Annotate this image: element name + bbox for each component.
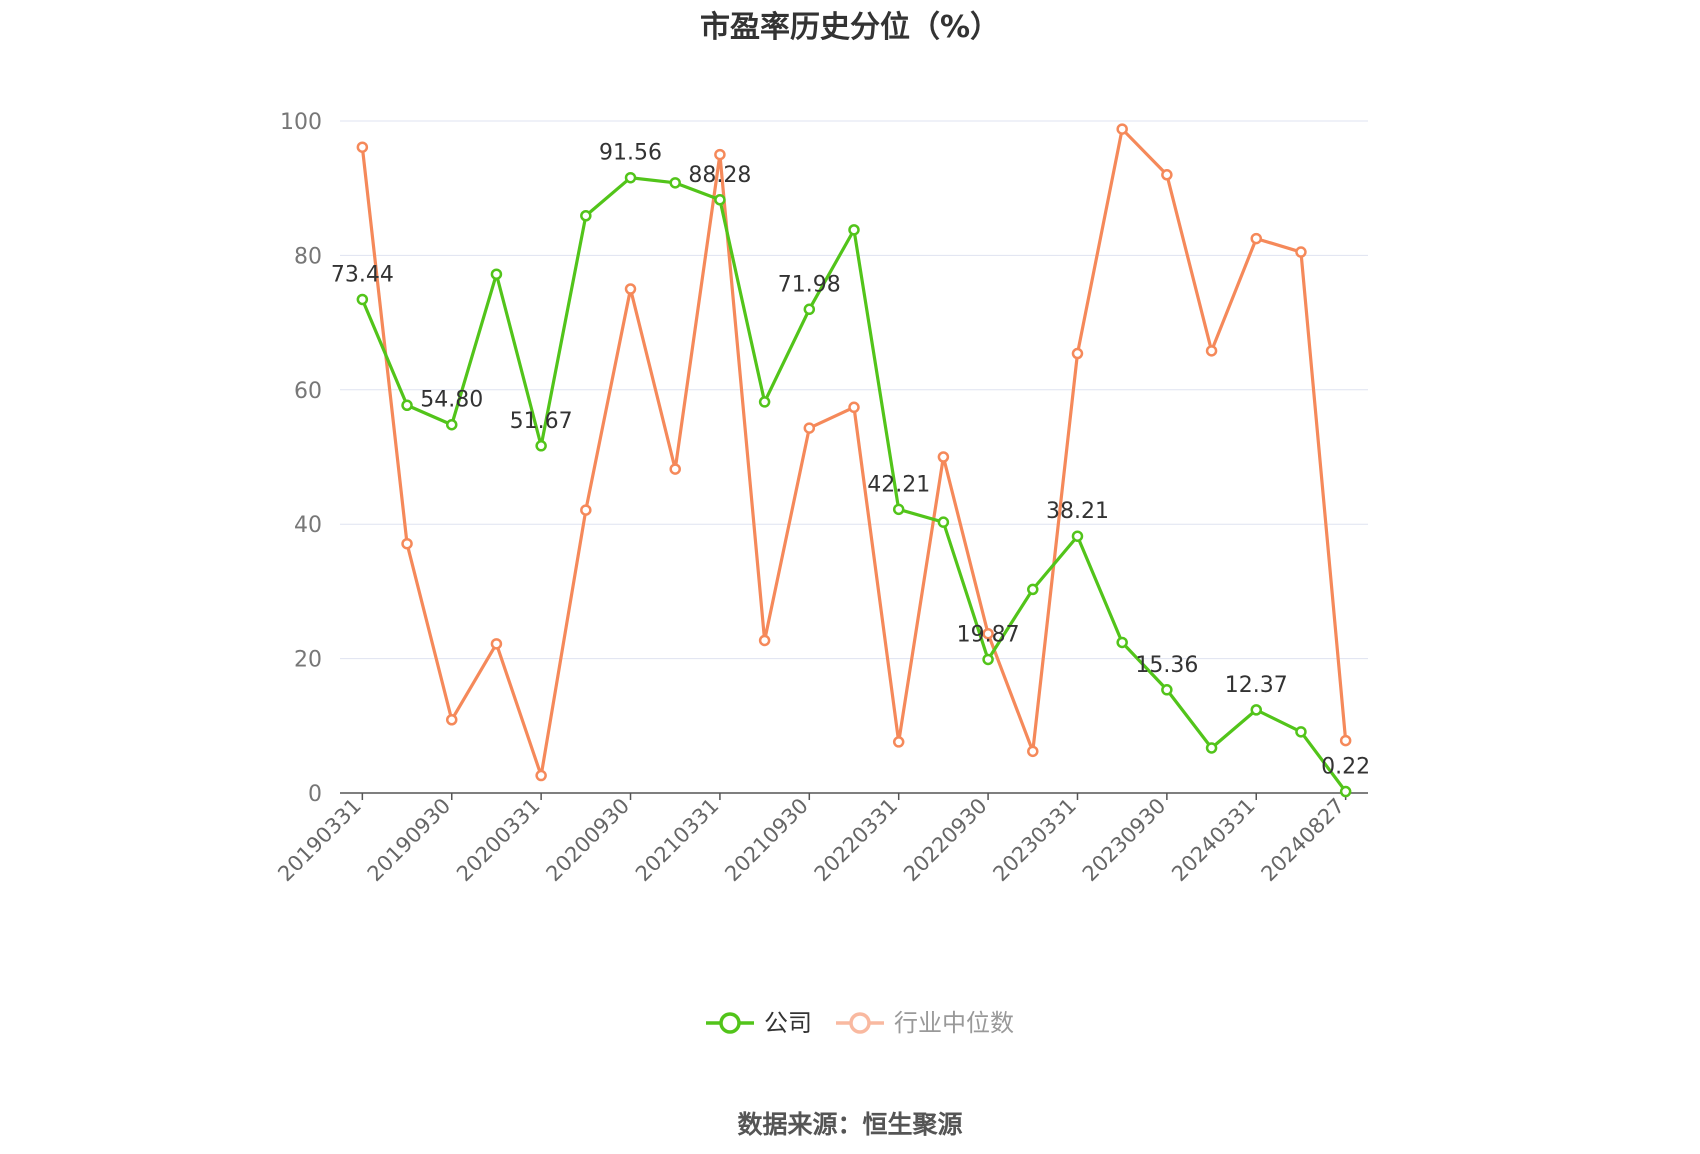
data-point bbox=[1250, 704, 1263, 716]
data-point bbox=[1116, 636, 1128, 649]
data-point bbox=[982, 653, 994, 666]
series-line-company bbox=[360, 176, 1347, 793]
data-point bbox=[535, 769, 547, 782]
x-tick-label: 20210331 bbox=[631, 794, 724, 887]
data-label: 71.98 bbox=[778, 272, 841, 297]
data-point bbox=[1205, 742, 1218, 754]
data-point bbox=[937, 451, 950, 463]
data-point bbox=[1027, 583, 1039, 596]
data-point bbox=[892, 503, 905, 516]
x-tick-label: 20200331 bbox=[452, 794, 545, 887]
data-point bbox=[803, 303, 816, 316]
y-tick-label: 80 bbox=[294, 244, 322, 269]
data-point bbox=[1339, 785, 1352, 798]
data-point bbox=[1027, 745, 1039, 758]
legend-label: 公司 bbox=[764, 1009, 812, 1037]
data-label: 88.28 bbox=[688, 163, 751, 188]
y-tick-label: 0 bbox=[308, 782, 322, 807]
x-tick-label: 20230331 bbox=[988, 794, 1081, 887]
x-tick-label: 20220331 bbox=[810, 794, 903, 887]
y-tick-label: 60 bbox=[294, 379, 322, 404]
grid-lines bbox=[340, 120, 1368, 660]
series-lines bbox=[356, 123, 1352, 798]
data-point bbox=[401, 537, 413, 550]
data-point bbox=[892, 736, 905, 748]
data-labels: 73.44 54.80 51.67 91.56 88.28 71.98 42.21 19.87… bbox=[331, 141, 1370, 780]
data-point bbox=[356, 293, 369, 306]
data-point bbox=[580, 504, 592, 516]
data-point bbox=[758, 396, 771, 408]
data-label: 73.44 bbox=[331, 262, 394, 287]
legend-label: 行业中位数 bbox=[894, 1009, 1014, 1037]
data-label: 15.36 bbox=[1135, 653, 1198, 678]
legend: 公司 行业中位数 bbox=[706, 1009, 1014, 1037]
data-point bbox=[535, 440, 547, 452]
data-label: 12.37 bbox=[1225, 673, 1288, 698]
data-point bbox=[803, 422, 816, 434]
data-point bbox=[1161, 169, 1173, 181]
data-point bbox=[714, 194, 726, 206]
data-point bbox=[490, 268, 503, 280]
legend-marker bbox=[719, 1012, 741, 1034]
data-point bbox=[848, 224, 860, 236]
legend-marker bbox=[849, 1012, 871, 1034]
data-point bbox=[356, 141, 369, 153]
data-point bbox=[445, 714, 458, 726]
y-tick-label: 40 bbox=[294, 513, 322, 538]
chart-title: 市盈率历史分位（%） bbox=[700, 10, 1000, 45]
data-label: 0.22 bbox=[1321, 755, 1370, 780]
data-label: 51.67 bbox=[510, 409, 573, 434]
data-label: 54.80 bbox=[420, 388, 483, 413]
data-point bbox=[1295, 726, 1307, 738]
x-tick-label: 20240331 bbox=[1167, 794, 1260, 887]
x-tick-label: 20230930 bbox=[1078, 794, 1171, 887]
y-tick-label: 20 bbox=[294, 648, 322, 673]
data-point bbox=[937, 516, 950, 528]
data-point bbox=[1250, 232, 1263, 245]
data-point bbox=[758, 634, 771, 647]
axes: 0 20 40 60 80 100 2019033120190930202003312020… bbox=[273, 110, 1368, 886]
data-point bbox=[1339, 734, 1352, 747]
data-point bbox=[669, 177, 681, 189]
data-point bbox=[669, 463, 681, 475]
data-point bbox=[982, 627, 994, 640]
data-point bbox=[1071, 347, 1084, 360]
x-tick-label: 20220930 bbox=[899, 794, 992, 887]
source-note: 数据来源：恒生聚源 bbox=[737, 1110, 962, 1139]
data-point bbox=[1295, 246, 1307, 258]
x-tick-label: 20210930 bbox=[720, 794, 813, 887]
data-point bbox=[445, 418, 458, 431]
data-point bbox=[1205, 345, 1218, 357]
data-label: 38.21 bbox=[1046, 499, 1109, 524]
data-label: 91.56 bbox=[599, 141, 662, 166]
data-point bbox=[1071, 530, 1084, 542]
data-point bbox=[624, 283, 637, 295]
data-point bbox=[624, 171, 637, 184]
data-point bbox=[490, 638, 503, 650]
data-label: 42.21 bbox=[867, 472, 930, 497]
data-label: 19.87 bbox=[957, 622, 1020, 647]
x-tick-label: 20190930 bbox=[363, 794, 456, 887]
data-point bbox=[1116, 123, 1128, 135]
data-point bbox=[714, 148, 726, 161]
x-tick-label: 20240827 bbox=[1257, 794, 1350, 887]
x-tick-label: 20200930 bbox=[542, 794, 635, 887]
data-point bbox=[580, 210, 592, 222]
x-tick-label: 20190331 bbox=[273, 794, 366, 887]
data-point bbox=[1161, 684, 1173, 696]
data-point bbox=[401, 399, 413, 412]
y-tick-label: 100 bbox=[280, 110, 322, 135]
data-point bbox=[848, 401, 860, 414]
